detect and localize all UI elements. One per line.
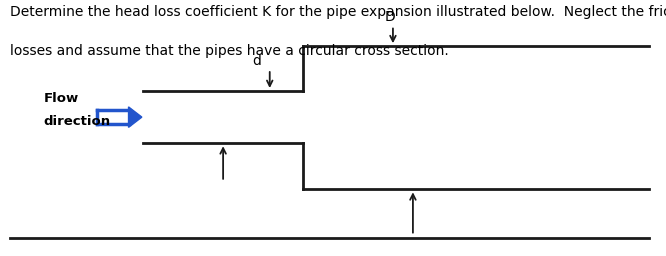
Text: Flow: Flow xyxy=(43,92,79,105)
Text: losses and assume that the pipes have a circular cross section.: losses and assume that the pipes have a … xyxy=(10,44,449,58)
Text: direction: direction xyxy=(43,115,111,128)
Polygon shape xyxy=(129,107,142,127)
Text: Determine the head loss coefficient K for the pipe expansion illustrated below. : Determine the head loss coefficient K fo… xyxy=(10,5,666,19)
Text: D: D xyxy=(384,10,395,24)
Text: d: d xyxy=(252,54,261,68)
